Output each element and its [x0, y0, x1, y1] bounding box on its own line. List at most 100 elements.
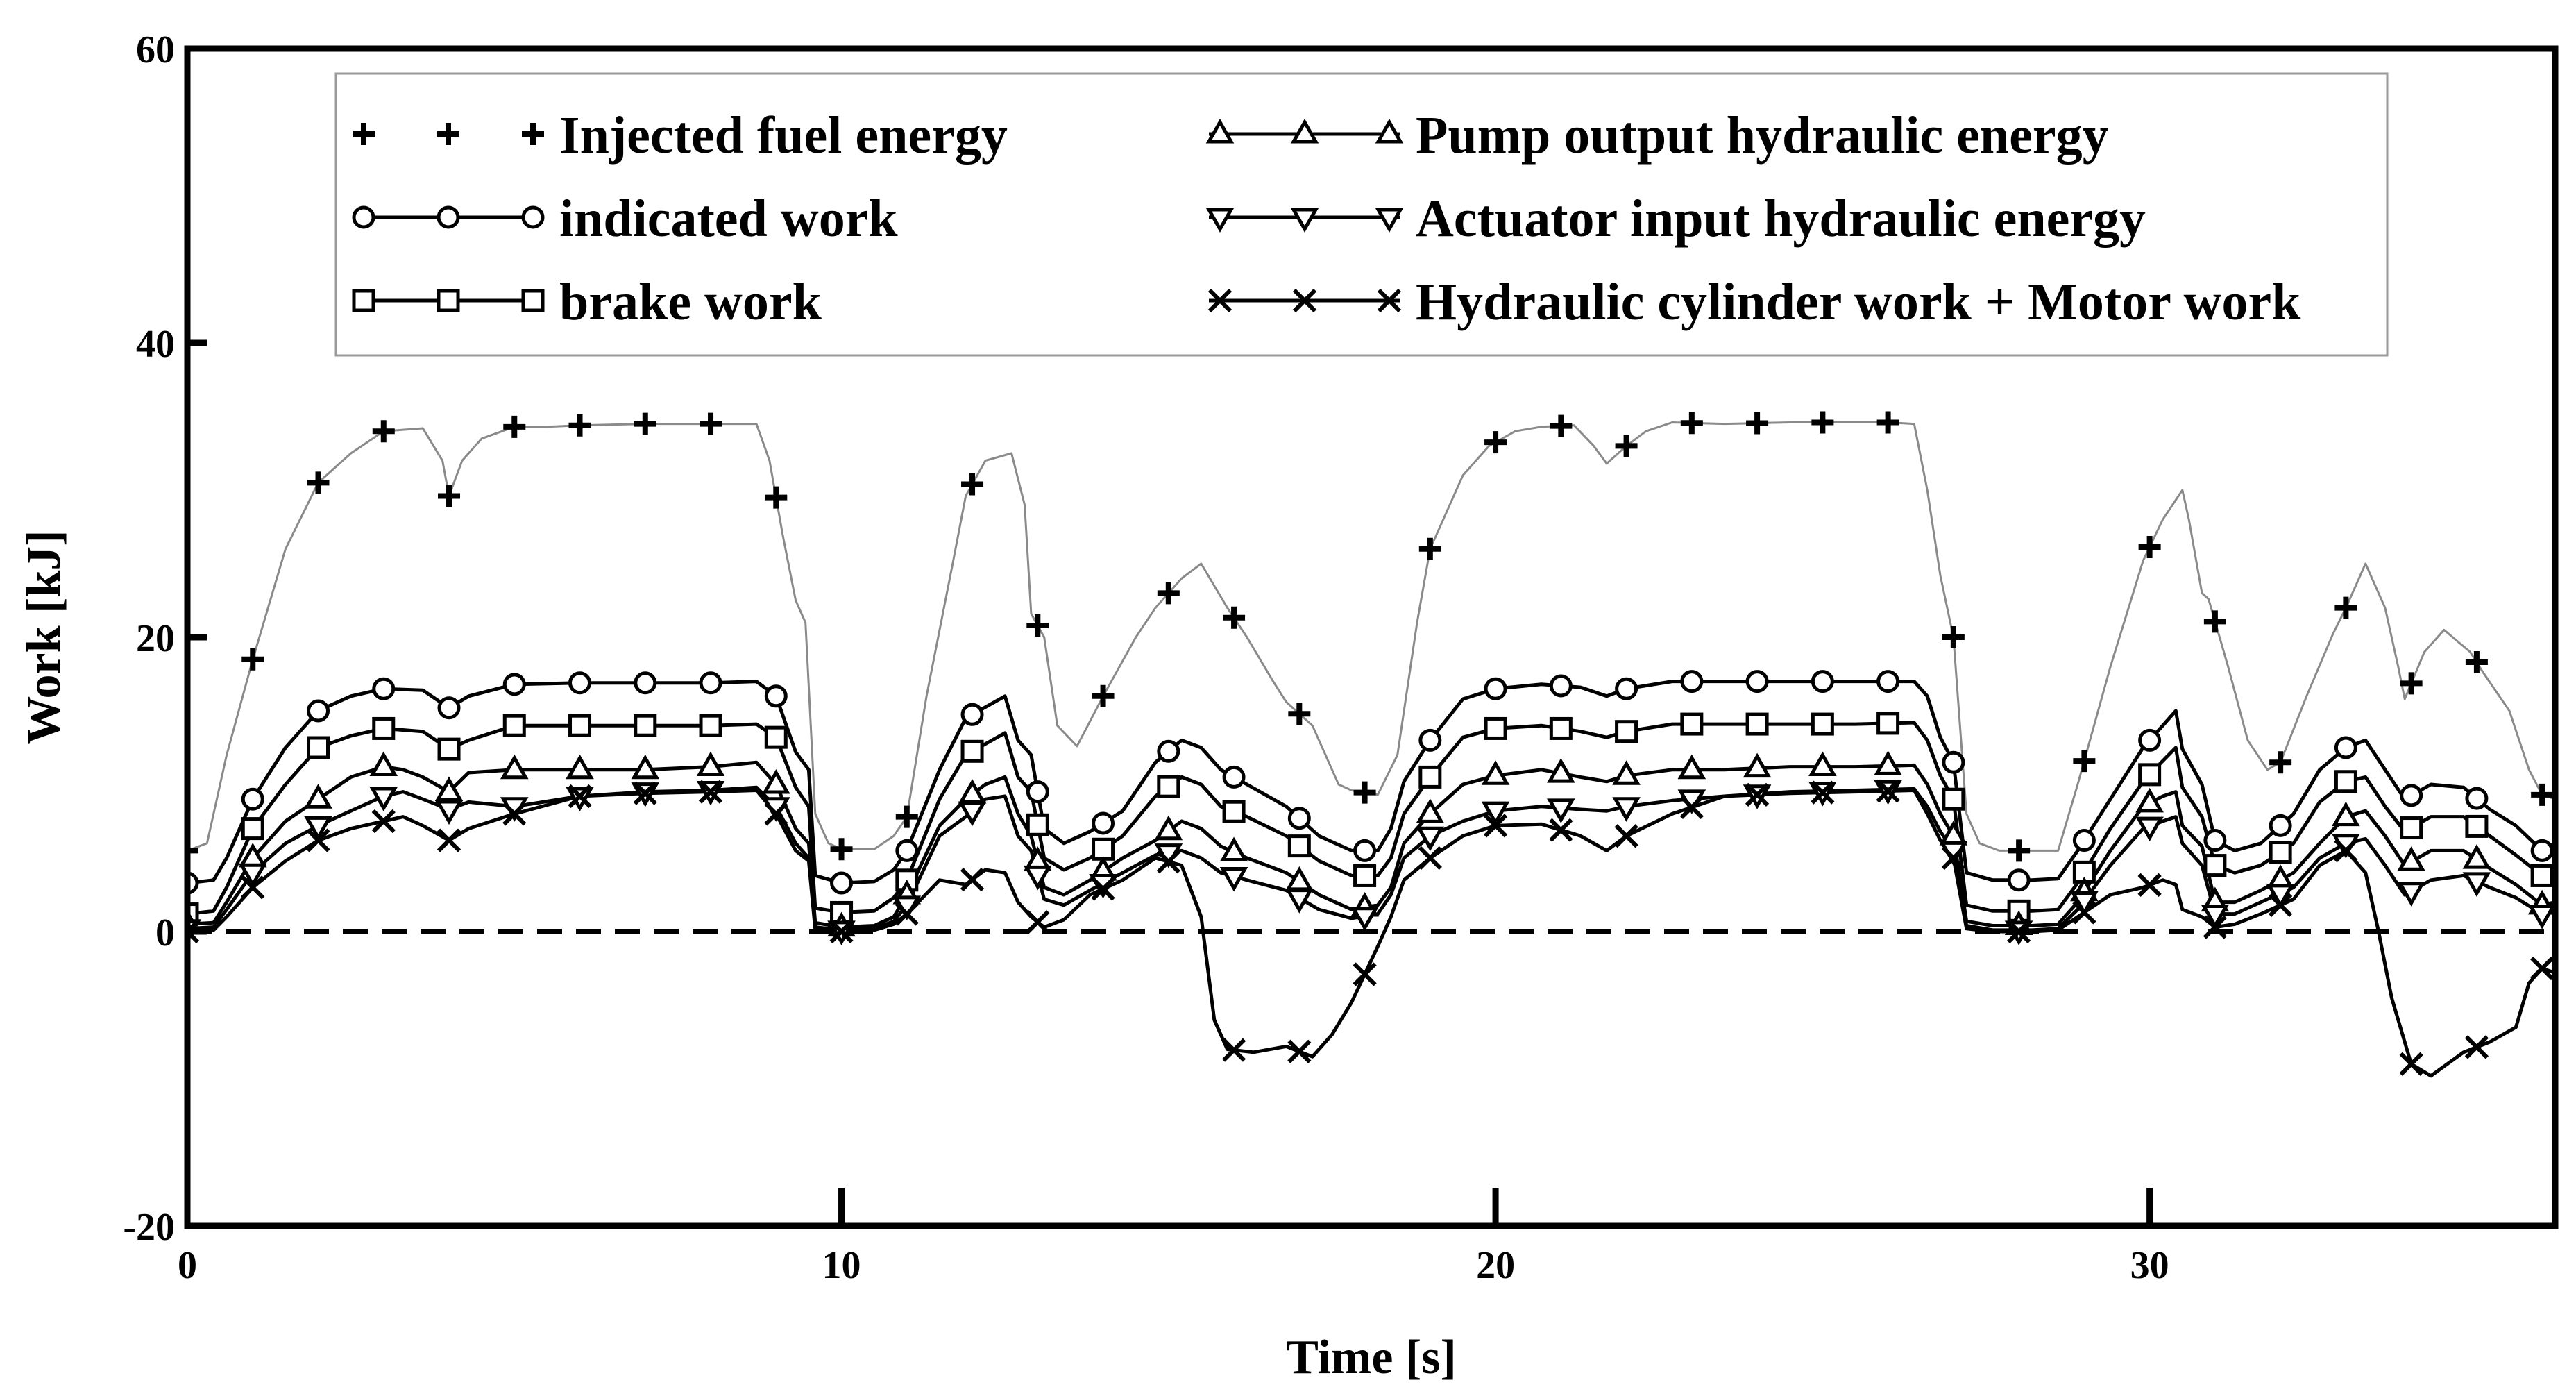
series-6-marker	[2334, 839, 2358, 863]
legend-marker	[352, 205, 375, 229]
series-6-marker	[2269, 893, 2293, 917]
series-6-marker	[371, 809, 396, 834]
x-tick-label: 0	[178, 1244, 197, 1287]
legend-marker	[1208, 288, 1232, 313]
series-4-marker	[1154, 815, 1183, 841]
series-4-marker	[304, 784, 332, 809]
series-5-marker	[2135, 816, 2164, 842]
series-2-marker	[502, 673, 526, 696]
series-3-marker	[1157, 775, 1180, 798]
series-3-marker	[2138, 763, 2162, 787]
series-5-marker	[1547, 798, 1575, 823]
series-3-marker	[1026, 813, 1049, 836]
series-1-marker	[1418, 537, 1441, 560]
series-6-marker	[895, 902, 919, 926]
series-1-marker	[2531, 783, 2554, 806]
series-1-marker	[2138, 535, 2161, 558]
series-2-marker	[372, 677, 396, 700]
series-1-marker	[2269, 751, 2292, 774]
y-tick-label: 40	[136, 323, 175, 366]
series-1-marker	[1615, 435, 1638, 457]
series-2-marker	[960, 703, 984, 726]
series-6-marker	[187, 919, 200, 944]
series-3-marker	[241, 817, 264, 841]
series-2-marker	[1680, 670, 1704, 693]
series-3-marker	[1811, 712, 1834, 736]
series-2-marker	[1026, 780, 1049, 804]
series-3-marker	[372, 716, 396, 740]
series-6-marker	[764, 802, 788, 826]
series-3-marker	[437, 737, 461, 761]
series-2-marker	[1615, 677, 1638, 700]
series-5-marker	[434, 800, 464, 825]
series-4-marker	[1808, 751, 1837, 777]
series-1-marker	[765, 486, 788, 509]
series-6-marker	[1091, 877, 1115, 901]
series-3-marker	[2530, 864, 2554, 887]
series-5-marker	[1481, 801, 1510, 827]
series-2-marker	[895, 839, 919, 862]
legend-label: Hydraulic cylinder work + Motor work	[1416, 273, 2301, 331]
series-2-marker	[1745, 670, 1769, 693]
series-5-marker	[1612, 797, 1641, 822]
legend-box	[334, 72, 2389, 357]
series-1-marker	[372, 420, 395, 443]
series-3-marker	[634, 714, 657, 737]
series-1-marker	[1746, 412, 1769, 435]
series-2-marker	[1287, 807, 1311, 830]
series-1-marker	[2203, 610, 2226, 633]
series-4-marker	[2462, 844, 2491, 869]
series-3-marker	[1287, 834, 1311, 858]
series-1-marker	[1157, 582, 1180, 605]
series-6-marker	[1614, 824, 1638, 848]
series-3-marker	[1484, 716, 1507, 740]
series-1-marker	[242, 648, 264, 671]
series-5-marker	[1219, 867, 1248, 892]
series-1-marker	[503, 415, 526, 438]
series-6-marker	[2137, 873, 2162, 897]
series-4-marker	[761, 768, 790, 794]
series-1-marker	[307, 471, 330, 494]
series-5-marker	[1350, 907, 1379, 932]
series-1-marker	[700, 412, 722, 435]
series-3-marker	[2465, 814, 2489, 838]
series-2-marker	[699, 671, 722, 695]
legend-marker	[521, 205, 545, 229]
series-5-marker	[2397, 882, 2425, 907]
series-3-marker	[502, 714, 526, 737]
legend-label: brake work	[559, 273, 822, 331]
series-1-marker	[568, 414, 591, 437]
series-3-marker	[1353, 864, 1377, 887]
series-1-marker	[1288, 703, 1311, 725]
series-2-marker	[2400, 784, 2423, 807]
series-1-marker	[1876, 411, 1899, 434]
legend-marker	[1290, 208, 1319, 233]
series-3-marker	[699, 714, 722, 737]
series-5-marker	[1416, 826, 1445, 852]
series-5-marker	[958, 801, 987, 827]
series-5-marker	[2070, 891, 2099, 916]
legend-marker	[437, 123, 459, 145]
series-1-marker	[1942, 626, 1965, 648]
series-4-marker	[1481, 760, 1510, 785]
series-4-marker	[1874, 750, 1902, 775]
legend-marker	[437, 205, 460, 229]
series-3-marker	[1549, 716, 1573, 740]
series-5-marker	[2527, 905, 2555, 930]
series-4-marker	[696, 751, 725, 777]
series-2-marker	[1942, 750, 1965, 774]
series-2-marker	[568, 671, 592, 695]
series-2-marker	[1092, 811, 1115, 835]
series-6-marker	[1941, 846, 1965, 871]
series-4-marker	[1416, 798, 1445, 823]
series-2-marker	[2334, 736, 2357, 759]
series-6-marker	[960, 867, 985, 892]
series-3-marker	[1745, 712, 1769, 736]
series-1-marker	[2465, 651, 2488, 674]
series-6-marker	[568, 784, 592, 809]
marker-layer	[187, 411, 2555, 1076]
series-6-marker	[1156, 850, 1180, 874]
series-1-marker	[895, 805, 918, 828]
series-4-marker	[1677, 754, 1706, 780]
series-4-marker	[2135, 787, 2164, 813]
